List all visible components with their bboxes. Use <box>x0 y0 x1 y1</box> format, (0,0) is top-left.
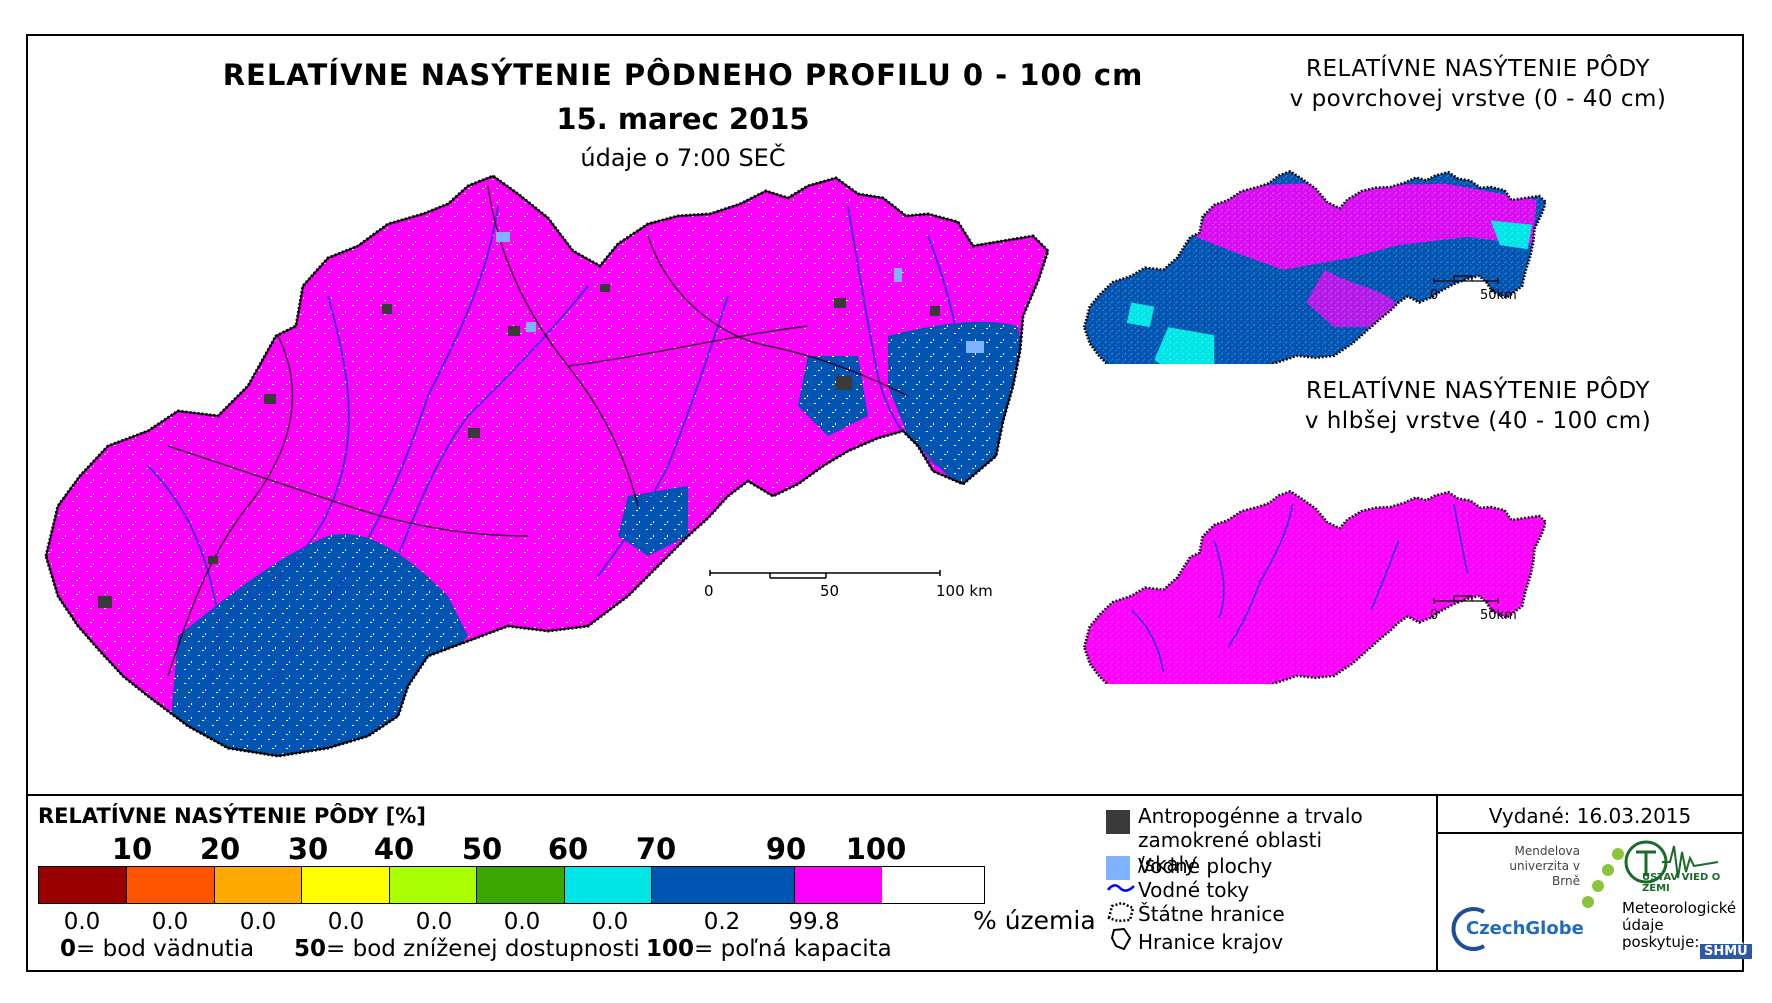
legend-tick: 30 <box>287 832 329 866</box>
legend-tick: 20 <box>199 832 241 866</box>
date-title: 15. marec 2015 <box>556 102 810 136</box>
issued-date: Vydané: 16.03.2015 <box>1488 804 1692 828</box>
region-border-icon <box>1110 927 1132 951</box>
map-area: RELATÍVNE NASÝTENIE PÔDNEHO PROFILU 0 - … <box>28 36 1742 794</box>
inset-bottom-title-line1: RELATÍVNE NASÝTENIE PÔDY <box>1306 378 1650 404</box>
definition-wilting-point: 0= bod vädnutia <box>60 936 254 962</box>
map-frame: RELATÍVNE NASÝTENIE PÔDNEHO PROFILU 0 - … <box>26 34 1752 972</box>
legend-percent: 0.0 <box>327 909 365 935</box>
institute-logo-text: ÚSTAV VIED O ZEMI <box>1642 872 1721 894</box>
legend-swatch <box>215 867 302 903</box>
legend-percent: 0.0 <box>239 909 277 935</box>
percent-unit-label: % územia <box>973 906 1096 935</box>
light-blue-square-icon <box>1106 856 1130 880</box>
inset-top-scale-50: 50km <box>1480 288 1517 303</box>
legend-percent: 0.0 <box>151 909 189 935</box>
main-title: RELATÍVNE NASÝTENIE PÔDNEHO PROFILU 0 - … <box>222 58 1144 92</box>
czechglobe-logo-text: CzechGlobe <box>1466 918 1584 939</box>
legend-swatch <box>795 867 882 903</box>
inset-top-title: RELATÍVNE NASÝTENIE PÔDY v povrchovej vr… <box>1228 54 1728 114</box>
legend-item-water-bodies: Vodné plochy <box>1138 854 1273 878</box>
legend-panel: RELATÍVNE NASÝTENIE PÔDY [%] 10 20 30 40… <box>28 794 1752 972</box>
legend-divider <box>1436 796 1438 972</box>
mendel-logo-text: Mendelova univerzita v Brně <box>1509 844 1580 888</box>
legend-tick: 90 <box>765 832 807 866</box>
inset-top-scale-bar <box>1433 275 1499 284</box>
legend-percent: 0.2 <box>703 909 741 935</box>
legend-swatch <box>39 867 127 903</box>
legend-swatch <box>390 867 477 903</box>
color-scale <box>38 866 985 904</box>
mendel-logo-dots <box>1582 848 1624 908</box>
legend-swatch <box>302 867 390 903</box>
issued-divider <box>1438 832 1742 834</box>
legend-item-region-border: Hranice krajov <box>1138 930 1284 954</box>
main-scale-0: 0 <box>704 582 714 600</box>
legend-percent: 0.0 <box>415 909 453 935</box>
main-scale-100: 100 km <box>936 582 993 600</box>
inset-bottom-title: RELATÍVNE NASÝTENIE PÔDY v hlbšej vrstve… <box>1228 376 1728 436</box>
definition-value: 100 <box>646 936 695 962</box>
river-line-icon <box>1107 884 1135 892</box>
meteo-provider-text: Meteorologické údaje poskytuje: <box>1622 899 1737 951</box>
inset-top-scale-0: 0 <box>1430 288 1439 303</box>
legend-swatch <box>477 867 565 903</box>
legend-percent: 0.0 <box>591 909 629 935</box>
state-border-icon <box>1107 901 1135 923</box>
legend-item-rivers: Vodné toky <box>1138 878 1250 902</box>
legend-percent: 99.8 <box>788 909 840 935</box>
inset-surface-map <box>1082 169 1546 364</box>
legend-tick: 50 <box>461 832 503 866</box>
inset-deep-map <box>1082 489 1546 684</box>
main-map <box>44 174 1050 758</box>
inset-bottom-scale-bar <box>1433 595 1499 604</box>
definition-value: 0 <box>60 936 77 962</box>
legend-tick: 10 <box>111 832 153 866</box>
czechglobe-logo-icon <box>1451 907 1486 951</box>
inset-bottom-scale-50: 50km <box>1480 608 1517 623</box>
legend-percent: 0.0 <box>63 909 101 935</box>
legend-item-state-border: Štátne hranice <box>1138 902 1285 926</box>
definition-text: = bod vädnutia <box>76 936 255 962</box>
legend-tick: 70 <box>635 832 677 866</box>
inset-bottom-scale-0: 0 <box>1430 608 1439 623</box>
definition-value: 50 <box>294 936 327 962</box>
legend-item-anthropogenic: Antropogénne a trvalo zamokrené oblasti … <box>1138 804 1363 876</box>
main-scale-50: 50 <box>820 582 840 600</box>
shmu-logo: SHMÚ <box>1700 944 1752 959</box>
legend-tick: 60 <box>547 832 589 866</box>
definition-field-capacity: 100= poľná kapacita <box>646 936 892 962</box>
legend-tick: 100 <box>845 832 907 866</box>
inset-top-title-line1: RELATÍVNE NASÝTENIE PÔDY <box>1306 56 1650 82</box>
legend-tick: 40 <box>373 832 415 866</box>
inset-bottom-title-line2: v hlbšej vrstve (40 - 100 cm) <box>1304 408 1652 434</box>
legend-title: RELATÍVNE NASÝTENIE PÔDY [%] <box>38 804 426 828</box>
legend-swatch <box>127 867 215 903</box>
definition-text: = poľná kapacita <box>694 936 892 962</box>
legend-percent: 0.0 <box>503 909 541 935</box>
inset-top-title-line2: v povrchovej vrstve (0 - 40 cm) <box>1289 86 1667 112</box>
legend-swatch <box>652 867 795 903</box>
definition-text: = bod zníženej dostupnosti <box>326 936 640 962</box>
dark-square-icon <box>1106 810 1130 834</box>
definition-reduced-availability: 50= bod zníženej dostupnosti <box>294 936 640 962</box>
main-scale-bar <box>709 570 941 579</box>
time-subtitle: údaje o 7:00 SEČ <box>580 144 786 172</box>
legend-swatch <box>565 867 652 903</box>
institute-logo-icon <box>1624 840 1719 884</box>
